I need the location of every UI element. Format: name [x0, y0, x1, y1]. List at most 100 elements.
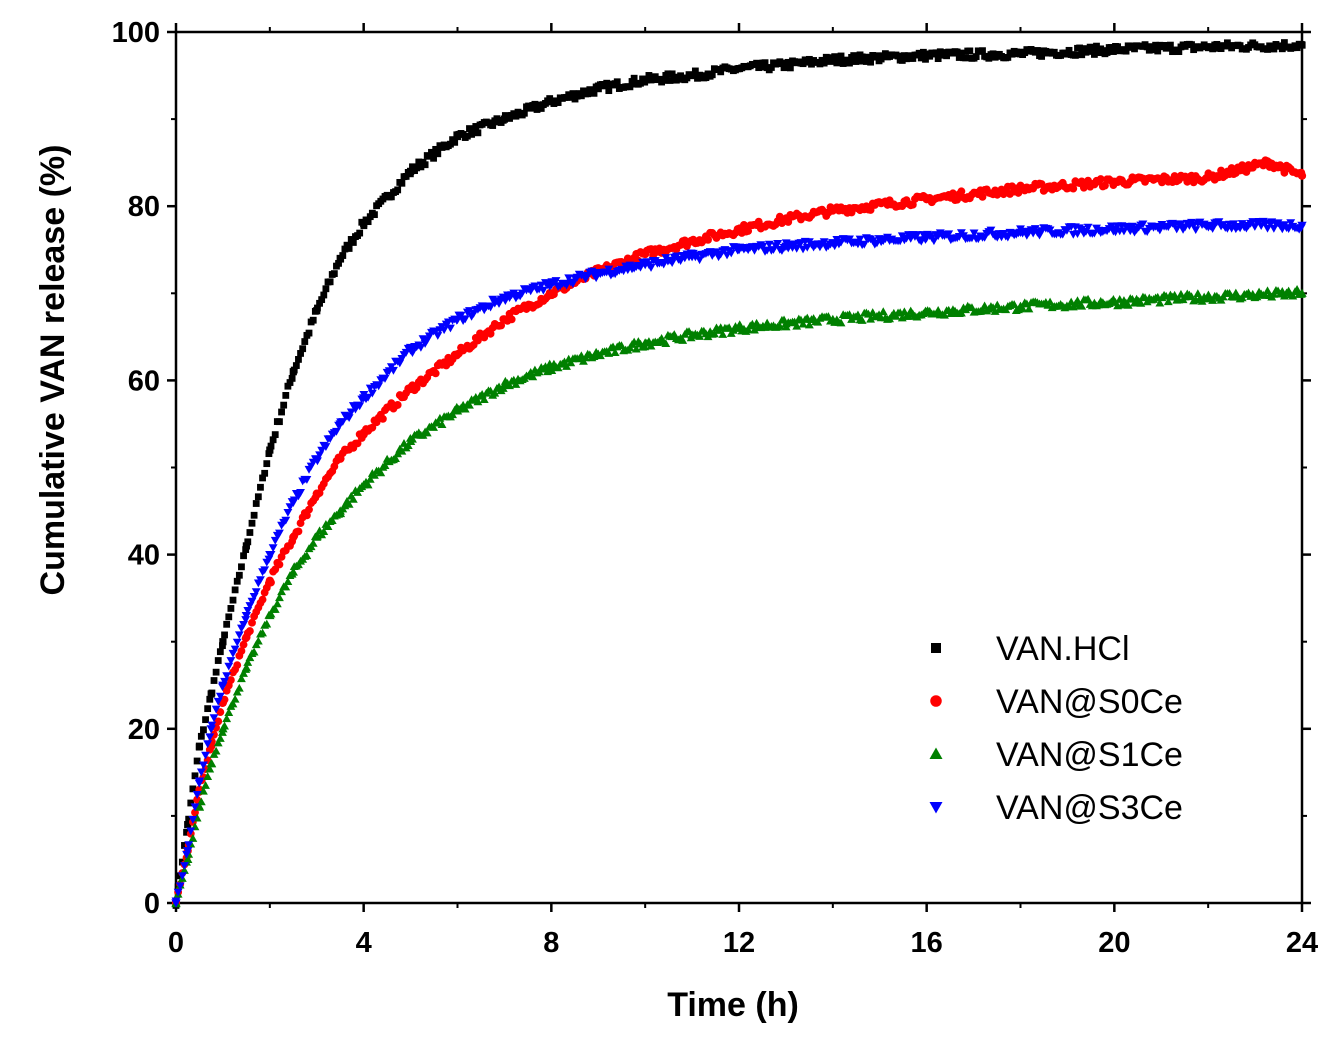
x-axis-title: Time (h) [667, 986, 799, 1024]
data-point [246, 529, 254, 536]
data-point [820, 59, 828, 67]
data-point [866, 314, 876, 323]
data-point [250, 511, 258, 519]
data-point [447, 140, 454, 148]
data-point [535, 101, 543, 109]
data-point [898, 57, 906, 64]
legend-label: VAN@S3Ce [996, 789, 1183, 827]
data-point [758, 242, 768, 251]
data-point [1150, 46, 1157, 54]
data-point [915, 49, 923, 57]
data-point [224, 708, 234, 716]
y-tick-label: 60 [128, 365, 160, 397]
data-point [1084, 48, 1092, 55]
data-point [798, 319, 808, 328]
data-point [370, 470, 379, 479]
data-point [1298, 41, 1306, 49]
data-point [878, 307, 888, 316]
data-point [1278, 45, 1286, 53]
data-point [986, 226, 996, 235]
legend-marker [929, 747, 943, 759]
data-point [330, 270, 338, 278]
data-point [239, 669, 248, 677]
data-point [1078, 51, 1086, 59]
data-point [218, 724, 228, 733]
data-point [212, 668, 220, 676]
data-point [230, 645, 240, 654]
data-point [1090, 51, 1098, 58]
data-point [312, 489, 321, 498]
y-tick-label: 20 [128, 714, 160, 746]
data-point [956, 308, 966, 317]
data-point [646, 264, 656, 272]
data-point [218, 681, 228, 690]
data-point [474, 129, 482, 137]
data-point [305, 329, 313, 337]
data-point [1229, 220, 1239, 229]
data-point [192, 791, 202, 799]
data-point [393, 449, 403, 458]
data-point [405, 436, 416, 445]
data-point [452, 315, 463, 325]
data-point [460, 315, 470, 324]
data-point [183, 854, 193, 864]
x-tick-label: 16 [911, 927, 943, 959]
data-point [215, 692, 225, 701]
data-point [1292, 285, 1302, 293]
data-point [238, 563, 245, 571]
data-point [932, 49, 940, 57]
data-point [275, 560, 284, 569]
data-point [358, 394, 369, 403]
data-point [249, 647, 259, 656]
data-point [326, 278, 334, 286]
data-point [957, 49, 965, 57]
data-point [186, 827, 196, 836]
data-point [554, 99, 562, 106]
data-point [216, 708, 225, 716]
data-point [792, 321, 802, 330]
data-point [265, 551, 275, 560]
legend-marker [931, 643, 941, 653]
data-point [610, 348, 620, 357]
data-point [241, 663, 252, 672]
data-point [1038, 53, 1046, 60]
data-point [687, 236, 697, 246]
data-point [205, 733, 215, 742]
data-point [262, 619, 272, 628]
data-point [695, 332, 705, 340]
data-point [234, 631, 244, 640]
x-tick-label: 20 [1098, 927, 1130, 959]
data-point [816, 60, 824, 68]
data-point [1109, 225, 1120, 234]
data-point [854, 57, 862, 65]
y-tick-label: 40 [128, 540, 160, 572]
data-point [283, 508, 293, 517]
data-point [862, 58, 870, 65]
data-point [204, 705, 212, 713]
data-point [486, 329, 495, 338]
data-point [364, 218, 372, 226]
data-point [283, 577, 293, 586]
data-point [664, 70, 672, 78]
data-point [371, 211, 378, 219]
data-point [299, 345, 307, 353]
data-point [564, 274, 574, 283]
data-point [569, 90, 577, 97]
data-point [1175, 48, 1183, 56]
data-point [1065, 46, 1073, 54]
data-point [1101, 181, 1109, 190]
data-point [327, 516, 337, 524]
data-point [368, 423, 377, 432]
data-point [240, 552, 247, 560]
y-axis-title: Cumulative VAN release (%) [34, 145, 72, 596]
data-point [675, 75, 682, 83]
data-point [735, 320, 745, 329]
data-point [828, 314, 838, 324]
data-point [241, 611, 252, 621]
data-point [437, 420, 447, 428]
data-point [280, 401, 288, 409]
data-point [367, 389, 377, 398]
data-point [781, 242, 791, 251]
data-point [406, 384, 415, 394]
